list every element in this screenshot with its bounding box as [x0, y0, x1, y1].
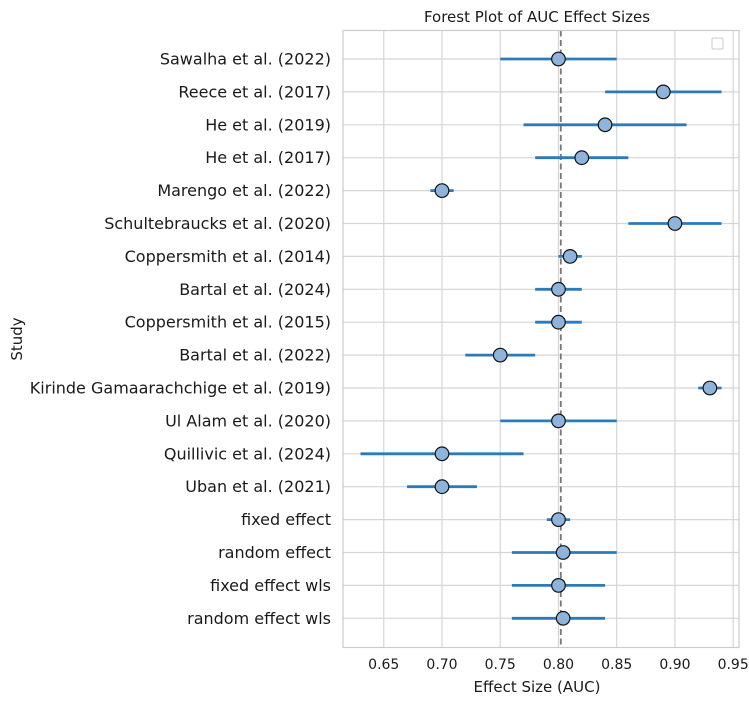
y-tick-label: Sawalha et al. (2022) — [160, 50, 331, 69]
y-tick-label: Reece et al. (2017) — [178, 82, 331, 101]
x-tick-label: 0.65 — [368, 657, 399, 673]
y-tick-label: Schultebraucks et al. (2020) — [104, 214, 331, 233]
y-tick-labels: Sawalha et al. (2022) Reece et al. (2017)… — [30, 50, 331, 628]
x-tick-label: 0.75 — [485, 657, 516, 673]
effect-marker — [492, 347, 508, 363]
y-tick-label: fixed effect — [241, 510, 331, 529]
x-gridlines — [383, 30, 734, 648]
y-tick-label: He et al. (2017) — [205, 148, 331, 167]
y-tick-label: random effect — [218, 543, 331, 562]
effect-marker — [702, 380, 718, 396]
x-tick-label: 0.95 — [718, 657, 749, 673]
x-tick-label: 0.80 — [543, 657, 574, 673]
effect-marker — [434, 479, 450, 495]
y-axis-label: Study — [8, 317, 26, 360]
effect-marker — [597, 117, 613, 133]
y-tick-label: Bartal et al. (2022) — [179, 346, 331, 365]
effect-marker — [562, 248, 578, 264]
effect-marker — [555, 545, 571, 560]
effect-marker — [434, 183, 450, 199]
y-tick-label: fixed effect wls — [210, 576, 331, 595]
x-axis-label: Effect Size (AUC) — [474, 678, 601, 696]
y-tick-label: He et al. (2019) — [205, 115, 331, 134]
x-tick-label: 0.90 — [659, 657, 690, 673]
y-tick-label: Ul Alam et al. (2020) — [165, 411, 331, 430]
y-tick-label: Uban et al. (2021) — [185, 477, 331, 496]
y-tick-label: Quillivic et al. (2024) — [164, 444, 331, 463]
effect-marker — [655, 84, 671, 100]
y-tick-label: Coppersmith et al. (2014) — [125, 247, 331, 266]
chart-title: Forest Plot of AUC Effect Sizes — [424, 8, 650, 26]
y-tick-label: Coppersmith et al. (2015) — [125, 313, 331, 332]
effect-marker — [434, 446, 450, 462]
y-tick-label: Kirinde Gamaarachchige et al. (2019) — [30, 379, 331, 398]
effect-marker — [551, 413, 566, 429]
y-tick-label: Bartal et al. (2024) — [179, 280, 331, 299]
effect-markers — [434, 51, 718, 626]
legend-box — [711, 37, 724, 50]
effect-marker — [574, 150, 590, 166]
effect-marker — [551, 281, 566, 297]
effect-marker — [551, 578, 566, 593]
y-tick-label: random effect wls — [187, 609, 331, 628]
x-tick-labels: 0.65 0.70 0.75 0.80 0.85 0.90 0.95 — [368, 657, 749, 673]
x-tick-label: 0.85 — [601, 657, 632, 673]
confidence-intervals — [360, 57, 722, 620]
effect-marker — [667, 216, 683, 231]
effect-marker — [551, 512, 566, 527]
effect-marker — [555, 610, 571, 626]
y-gridlines — [343, 58, 739, 619]
x-tick-label: 0.70 — [426, 657, 457, 673]
effect-marker — [551, 51, 566, 67]
plot-frame — [342, 29, 740, 649]
effect-marker — [551, 314, 566, 330]
y-tick-label: Marengo et al. (2022) — [157, 181, 331, 200]
